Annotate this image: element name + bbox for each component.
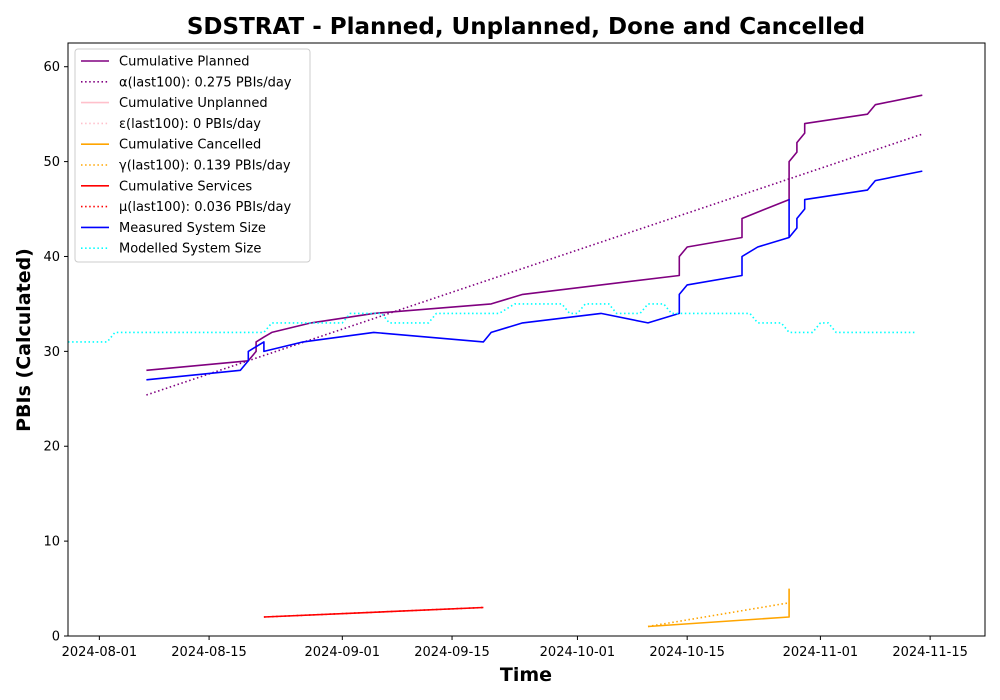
series-line-4 [647, 588, 790, 628]
series-line-9 [68, 303, 915, 343]
series-line-8 [146, 170, 923, 381]
series-line-1 [146, 133, 923, 396]
x-tick-label: 2024-09-15 [414, 645, 490, 660]
legend-entry-label: μ(last100): 0.036 PBIs/day [119, 200, 291, 215]
y-tick-label: 0 [52, 630, 60, 645]
y-tick-label: 30 [43, 345, 60, 360]
x-tick-label: 2024-09-01 [305, 645, 381, 660]
legend-box [74, 48, 311, 263]
x-tick-label: 2024-10-01 [540, 645, 616, 660]
legend-entry-label: γ(last100): 0.139 PBIs/day [119, 159, 291, 174]
legend-entry-label: Cumulative Cancelled [119, 138, 261, 153]
x-tick-label: 2024-11-01 [783, 645, 859, 660]
chart-title: SDSTRAT - Planned, Unplanned, Done and C… [187, 14, 865, 40]
y-tick-label: 50 [43, 155, 60, 170]
series-line-6 [263, 606, 484, 618]
y-axis: 0 10 20 30 40 50 60 [43, 60, 68, 645]
y-tick-label: 20 [43, 440, 60, 455]
plot-frame [67, 42, 986, 637]
legend-entry-label: Modelled System Size [119, 242, 261, 257]
legend-entry-label: Cumulative Unplanned [119, 96, 268, 111]
legend: Cumulative Planned α(last100): 0.275 PBIs… [74, 48, 311, 263]
legend-entry-label: α(last100): 0.275 PBIs/day [119, 75, 292, 90]
series-line-0 [146, 94, 923, 372]
x-tick-label: 2024-11-15 [892, 645, 968, 660]
legend-entry-label: Measured System Size [119, 221, 266, 236]
series-line-5 [647, 602, 790, 628]
x-tick-label: 2024-08-15 [171, 645, 247, 660]
legend-entry-label: Cumulative Planned [119, 55, 249, 70]
y-tick-label: 60 [43, 60, 60, 75]
x-axis-label: Time [500, 664, 552, 686]
x-tick-label: 2024-10-15 [649, 645, 725, 660]
y-axis-label: PBIs (Calculated) [13, 248, 35, 432]
x-tick-label: 2024-08-01 [62, 645, 138, 660]
legend-entry-label: Cumulative Services [119, 179, 252, 194]
legend-entry-label: ε(last100): 0 PBIs/day [119, 117, 261, 132]
y-tick-label: 10 [43, 535, 60, 550]
x-axis: 2024-08-01 2024-08-15 2024-09-01 2024-09-15… [62, 636, 968, 660]
plot-area [67, 42, 986, 637]
y-tick-label: 40 [43, 250, 60, 265]
